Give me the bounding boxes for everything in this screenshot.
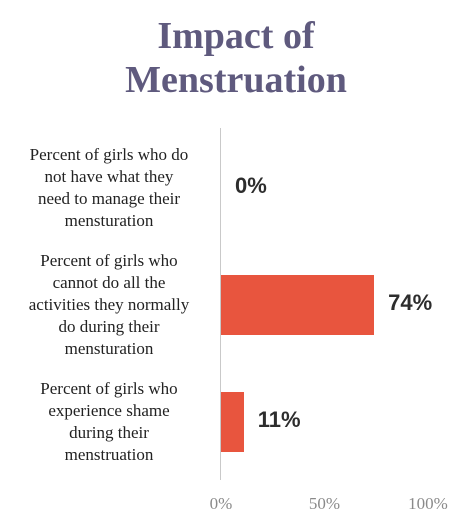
category-label-line: mensturation — [64, 339, 154, 358]
category-label-line: menstruation — [64, 445, 154, 464]
x-tick-label: 100% — [408, 494, 448, 513]
category-label-line: not have what they — [44, 167, 174, 186]
category-label: Percent of girls who cannot do all the act… — [6, 250, 212, 360]
category-label-line: activities they normally — [28, 295, 190, 314]
category-label: Percent of girls who do not have what the… — [6, 144, 212, 232]
category-label-line: need to manage their — [37, 189, 181, 208]
x-tick-label: 50% — [308, 494, 341, 513]
x-tick-label: 0% — [209, 494, 233, 513]
chart-title-line: Menstruation — [125, 59, 347, 101]
category-label: Percent of girls who experience shame duri… — [6, 378, 212, 466]
bar — [221, 392, 244, 452]
data-label: 0% — [235, 173, 267, 198]
bar — [221, 275, 375, 335]
category-label-line: during their — [69, 423, 149, 442]
category-label-line: experience shame — [48, 401, 170, 420]
category-label-line: Percent of girls who — [40, 379, 178, 398]
data-label: 74% — [388, 290, 433, 315]
y-axis-line — [220, 128, 221, 480]
category-label-line: Percent of girls who do — [29, 145, 189, 164]
category-label-line: Percent of girls who — [40, 251, 178, 270]
chart-title: Impact of Menstruation — [0, 14, 472, 102]
data-label: 11% — [257, 407, 301, 432]
category-label-line: do during their — [58, 317, 160, 336]
chart-title-line: Impact of — [157, 15, 315, 57]
category-label-line: mensturation — [64, 211, 154, 230]
category-label-line: cannot do all the — [52, 273, 166, 292]
